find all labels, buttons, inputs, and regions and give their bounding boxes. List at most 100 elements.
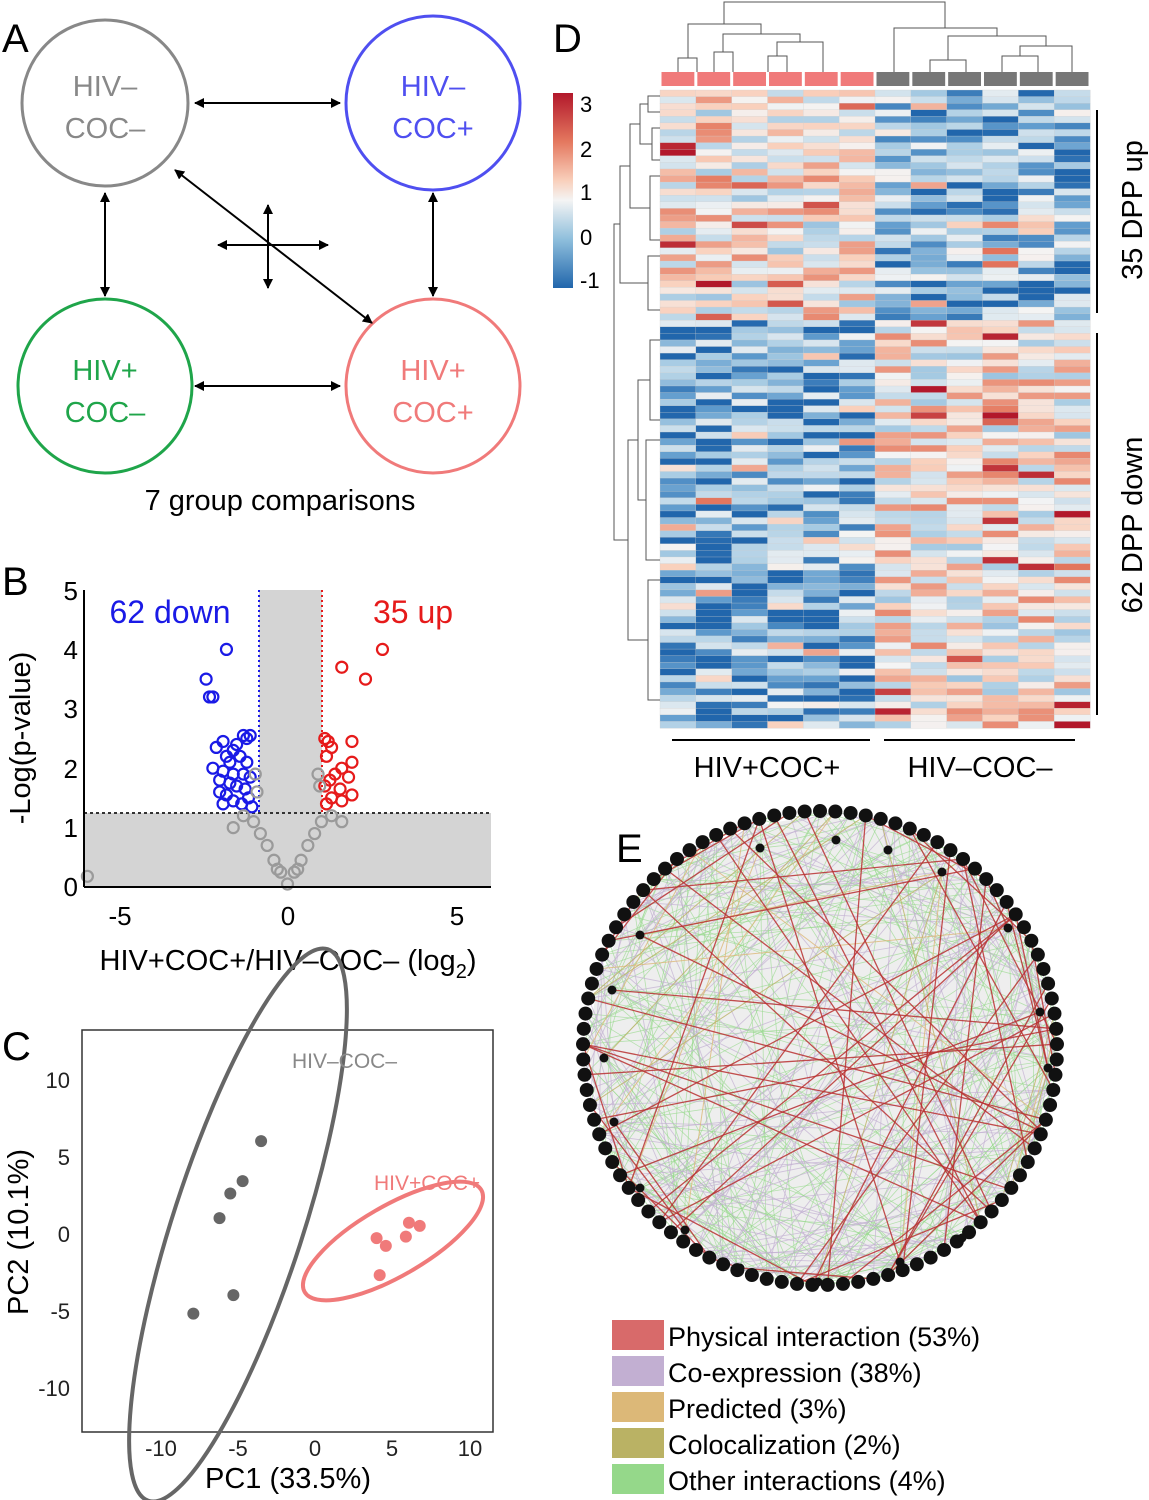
heatmap-cell — [982, 648, 1019, 657]
network-node — [813, 804, 827, 818]
heatmap-cell — [659, 379, 697, 387]
edge-physical — [909, 828, 1032, 942]
volcano-point-ns — [313, 779, 327, 793]
heatmap-cell — [695, 681, 733, 689]
heatmap-cell — [731, 339, 768, 347]
heatmap-cell — [767, 675, 804, 683]
pca-y-tick-neg10: -10 — [38, 1376, 70, 1401]
heatmap-cell — [910, 438, 948, 446]
network-node — [680, 1225, 690, 1235]
heatmap-cell — [695, 583, 733, 591]
heatmap-cell — [946, 675, 983, 683]
heatmap-cell — [803, 629, 840, 637]
heatmap-cell — [946, 313, 983, 321]
heatmap-cell — [839, 675, 876, 683]
heatmap-cell — [982, 445, 1019, 453]
heatmap-cell — [731, 267, 768, 275]
heatmap-cell — [874, 366, 912, 374]
edge-physical — [582, 1043, 981, 1223]
heatmap-cell — [803, 662, 840, 670]
heatmap-cell — [659, 254, 697, 262]
heatmap-cell — [982, 162, 1019, 170]
edge-physical — [887, 998, 1053, 1276]
heatmap-cell — [1018, 655, 1055, 663]
heatmap-cell — [659, 629, 697, 637]
heatmap-cell — [695, 227, 733, 236]
edge-physical — [642, 889, 993, 1212]
heatmap-cell — [946, 280, 983, 288]
heatmap-cell — [946, 622, 983, 630]
heatmap-cell — [839, 188, 876, 196]
pca-plot-frame — [81, 1029, 494, 1433]
heatmap-cell — [910, 556, 948, 565]
heatmap-cell — [803, 280, 840, 288]
heatmap-cell — [1054, 504, 1091, 512]
heatmap-cell — [839, 247, 876, 255]
heatmap-cell — [1018, 260, 1055, 269]
heatmap-cell — [803, 234, 840, 242]
heatmap-cell — [695, 510, 733, 518]
heatmap-cell — [767, 530, 804, 538]
heatmap-cell — [1018, 451, 1055, 459]
heatmap-cell — [946, 188, 983, 196]
heatmap-cell — [910, 491, 948, 499]
edge-colocalization — [587, 815, 867, 999]
heatmap-cell — [1054, 195, 1091, 203]
edge-physical — [658, 841, 938, 1223]
heatmap-cell — [946, 96, 983, 104]
network-node — [831, 835, 841, 845]
heatmap-cell — [1054, 688, 1091, 696]
heatmap-cell — [695, 195, 733, 203]
heatmap-cell — [946, 195, 983, 203]
heatmap-cell — [695, 445, 733, 453]
heatmap-cell — [731, 89, 768, 98]
heatmap-cell — [946, 142, 983, 150]
heatmap-cell — [874, 379, 912, 387]
heatmap-cell — [839, 458, 876, 466]
network-node — [1007, 1185, 1017, 1195]
heatmap-cell — [1018, 168, 1055, 176]
heatmap-cell — [982, 116, 1019, 124]
volcano-x-label: HIV+COC+/HIV–COC– (log2) — [100, 945, 477, 983]
heatmap-cell — [910, 234, 948, 242]
heatmap-cell — [1018, 694, 1055, 703]
volcano-point-down — [233, 749, 247, 763]
heatmap-cell — [1054, 655, 1091, 663]
heatmap-cell — [1054, 155, 1091, 163]
heatmap-cell — [803, 155, 840, 163]
heatmap-cell — [695, 333, 733, 341]
heatmap-cell — [839, 254, 876, 262]
heatmap-cell — [803, 609, 840, 617]
heatmap-cell — [910, 135, 948, 144]
heatmap-cell — [946, 149, 983, 157]
heatmap-cell — [874, 89, 912, 98]
heatmap-cell — [767, 589, 804, 597]
heatmap-cell — [1054, 352, 1091, 361]
heatmap-cell — [731, 149, 768, 157]
heatmap-cell — [946, 668, 983, 676]
heatmap-cell — [982, 274, 1019, 282]
pca-point-hiv-pos-coc-pos — [379, 1239, 392, 1252]
heatmap-cell — [803, 648, 840, 657]
heatmap-cell — [874, 655, 912, 663]
heatmap-cell — [946, 392, 983, 400]
heatmap-cell — [946, 550, 983, 558]
heatmap-cell — [910, 688, 948, 696]
heatmap-cell — [659, 451, 697, 459]
heatmap-cell — [1054, 274, 1091, 282]
heatmap-cell — [767, 635, 804, 643]
edge-physical — [804, 811, 993, 1212]
heatmap-cell — [767, 537, 804, 545]
volcano-y-tick-5: 5 — [64, 576, 78, 606]
heatmap-cell — [803, 655, 840, 663]
heatmap-cell — [1054, 550, 1091, 558]
edge-coexpression — [613, 1121, 1041, 1135]
volcano-point-ns — [253, 826, 267, 841]
heatmap-cell — [910, 221, 948, 229]
heatmap-cell — [659, 366, 697, 374]
edge-physical — [842, 1119, 1047, 1285]
heatmap-cell — [659, 372, 697, 380]
edge-predicted — [596, 926, 1025, 970]
heatmap-cell — [803, 175, 840, 183]
heatmap-cell — [1018, 339, 1055, 347]
